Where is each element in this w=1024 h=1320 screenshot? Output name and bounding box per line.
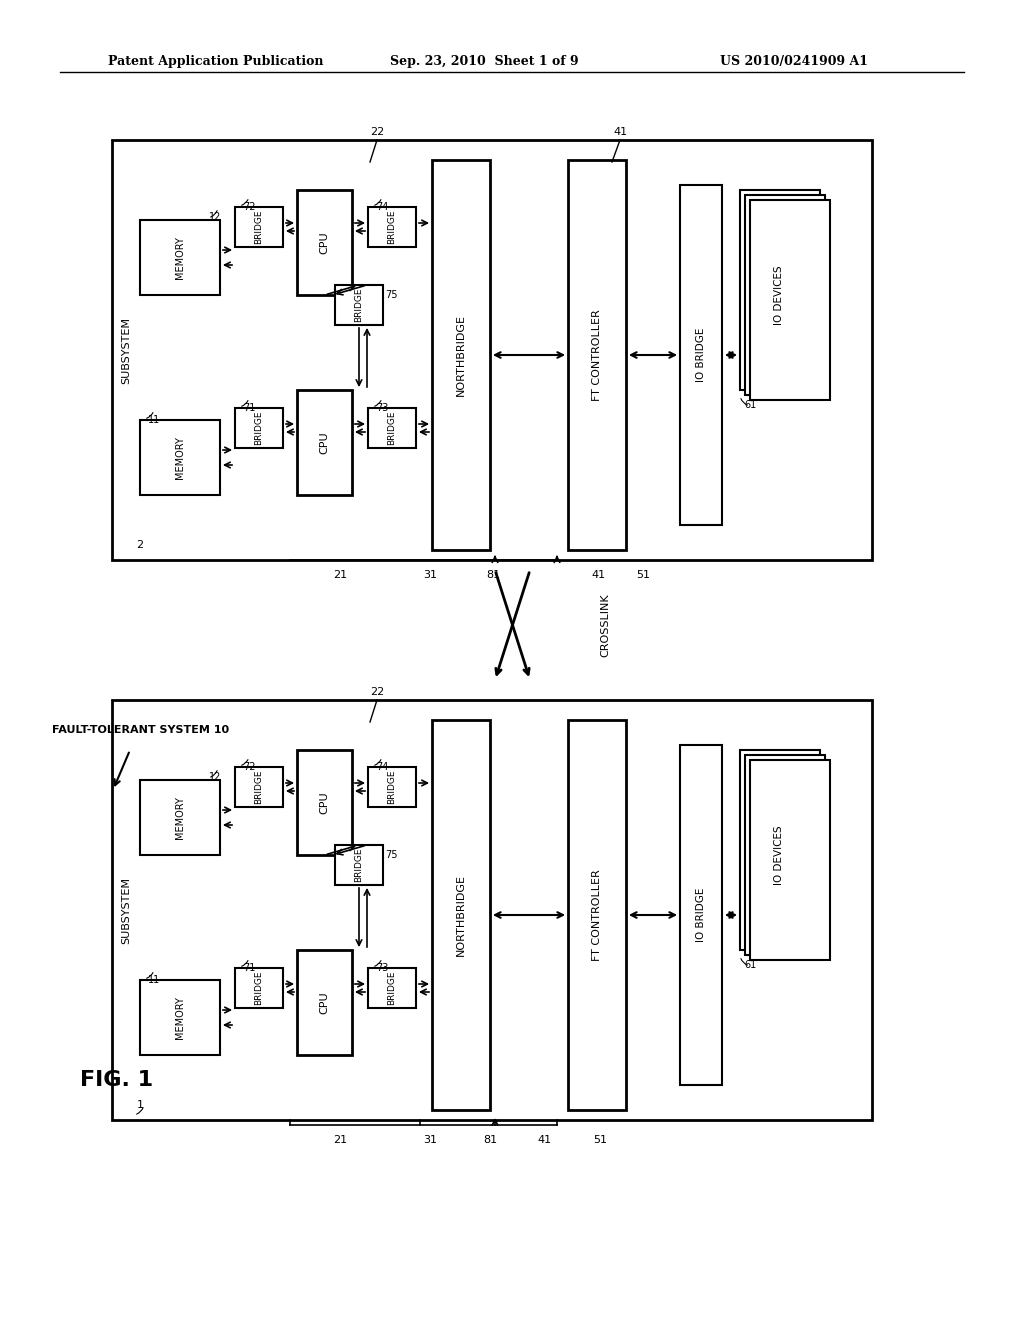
Text: BRIDGE: BRIDGE xyxy=(387,210,396,244)
Text: 21: 21 xyxy=(333,570,347,579)
Text: 41: 41 xyxy=(613,127,627,137)
Text: 81: 81 xyxy=(486,570,500,579)
Text: 31: 31 xyxy=(423,570,437,579)
Bar xyxy=(568,160,626,550)
Text: CPU: CPU xyxy=(319,432,330,454)
Text: 31: 31 xyxy=(423,1135,437,1144)
Bar xyxy=(368,408,416,447)
Text: 21: 21 xyxy=(333,1135,347,1144)
Text: BRIDGE: BRIDGE xyxy=(387,770,396,804)
Bar xyxy=(750,760,830,960)
Text: 61: 61 xyxy=(744,400,757,411)
Bar xyxy=(297,190,352,294)
Text: 12: 12 xyxy=(209,772,221,781)
Text: 51: 51 xyxy=(636,570,650,579)
Bar xyxy=(297,389,352,495)
Text: IO DEVICES: IO DEVICES xyxy=(774,825,784,884)
Bar xyxy=(745,195,825,395)
Text: BRIDGE: BRIDGE xyxy=(354,847,364,882)
Bar xyxy=(297,950,352,1055)
Text: Patent Application Publication: Patent Application Publication xyxy=(108,55,324,69)
Bar xyxy=(234,408,283,447)
Text: 41: 41 xyxy=(591,570,605,579)
Text: BRIDGE: BRIDGE xyxy=(255,970,263,1006)
Bar xyxy=(368,767,416,807)
Text: FIG. 1: FIG. 1 xyxy=(80,1071,154,1090)
Text: 81: 81 xyxy=(483,1135,497,1144)
Text: 12: 12 xyxy=(209,213,221,222)
Bar xyxy=(335,285,383,325)
Bar xyxy=(680,744,722,1085)
Text: BRIDGE: BRIDGE xyxy=(387,411,396,445)
Text: 71: 71 xyxy=(243,403,255,413)
Text: FT CONTROLLER: FT CONTROLLER xyxy=(592,869,602,961)
Text: 61: 61 xyxy=(744,960,757,970)
Text: US 2010/0241909 A1: US 2010/0241909 A1 xyxy=(720,55,868,69)
Text: FAULT-TOLERANT SYSTEM 10: FAULT-TOLERANT SYSTEM 10 xyxy=(52,725,229,735)
Text: 41: 41 xyxy=(538,1135,552,1144)
Text: 1: 1 xyxy=(136,1100,143,1110)
Bar xyxy=(432,160,490,550)
Bar xyxy=(432,719,490,1110)
Bar xyxy=(568,719,626,1110)
Text: 74: 74 xyxy=(376,762,388,772)
Text: CPU: CPU xyxy=(319,791,330,814)
Bar xyxy=(140,220,220,294)
Text: NORTHBRIDGE: NORTHBRIDGE xyxy=(456,874,466,956)
Text: 22: 22 xyxy=(370,127,384,137)
Text: IO DEVICES: IO DEVICES xyxy=(774,265,784,325)
Text: NORTHBRIDGE: NORTHBRIDGE xyxy=(456,314,466,396)
Text: 73: 73 xyxy=(376,964,388,973)
Text: BRIDGE: BRIDGE xyxy=(255,411,263,445)
Text: 71: 71 xyxy=(243,964,255,973)
Bar xyxy=(368,207,416,247)
Text: 22: 22 xyxy=(370,686,384,697)
Text: MEMORY: MEMORY xyxy=(175,236,185,279)
Text: BRIDGE: BRIDGE xyxy=(387,970,396,1006)
Bar xyxy=(234,767,283,807)
Text: 11: 11 xyxy=(148,975,160,985)
Text: 74: 74 xyxy=(376,202,388,213)
Bar xyxy=(297,750,352,855)
Bar xyxy=(750,201,830,400)
Bar xyxy=(234,968,283,1008)
Bar xyxy=(112,700,872,1119)
Text: BRIDGE: BRIDGE xyxy=(255,210,263,244)
Bar xyxy=(234,207,283,247)
Text: BRIDGE: BRIDGE xyxy=(255,770,263,804)
Text: Sep. 23, 2010  Sheet 1 of 9: Sep. 23, 2010 Sheet 1 of 9 xyxy=(390,55,579,69)
Bar xyxy=(740,750,820,950)
Bar xyxy=(745,755,825,954)
Text: SUBSYSTEM: SUBSYSTEM xyxy=(121,876,131,944)
Text: MEMORY: MEMORY xyxy=(175,436,185,479)
Text: IO BRIDGE: IO BRIDGE xyxy=(696,327,706,383)
Text: 75: 75 xyxy=(385,290,397,300)
Text: CROSSLINK: CROSSLINK xyxy=(600,593,610,657)
Text: CPU: CPU xyxy=(319,991,330,1014)
Text: BRIDGE: BRIDGE xyxy=(354,288,364,322)
Bar xyxy=(112,140,872,560)
Text: 75: 75 xyxy=(385,850,397,861)
Text: 73: 73 xyxy=(376,403,388,413)
Text: CPU: CPU xyxy=(319,231,330,253)
Text: MEMORY: MEMORY xyxy=(175,997,185,1039)
Text: IO BRIDGE: IO BRIDGE xyxy=(696,888,706,942)
Bar xyxy=(140,420,220,495)
Bar xyxy=(680,185,722,525)
Text: SUBSYSTEM: SUBSYSTEM xyxy=(121,317,131,384)
Bar xyxy=(140,979,220,1055)
Text: 2: 2 xyxy=(136,540,143,550)
Bar xyxy=(368,968,416,1008)
Bar xyxy=(140,780,220,855)
Bar xyxy=(335,845,383,884)
Text: 51: 51 xyxy=(593,1135,607,1144)
Text: 11: 11 xyxy=(148,414,160,425)
Text: FT CONTROLLER: FT CONTROLLER xyxy=(592,309,602,401)
Bar xyxy=(740,190,820,389)
Text: 72: 72 xyxy=(243,202,256,213)
Text: 72: 72 xyxy=(243,762,256,772)
Text: MEMORY: MEMORY xyxy=(175,796,185,840)
